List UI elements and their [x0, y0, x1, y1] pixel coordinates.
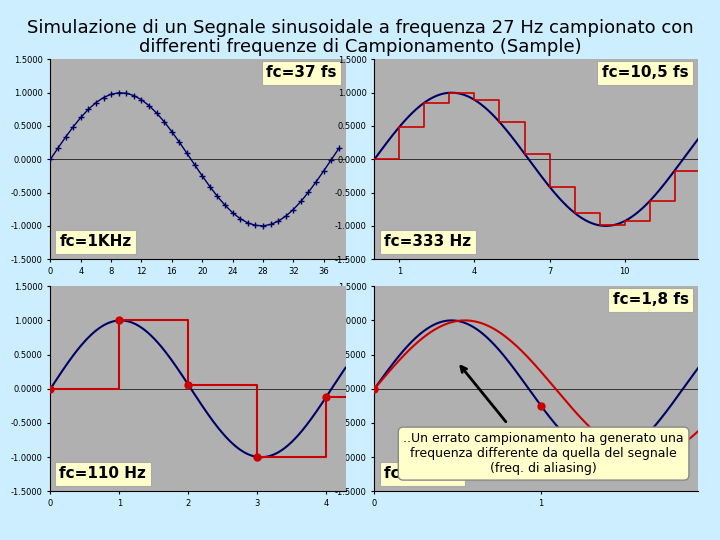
- Text: fc=1KHz: fc=1KHz: [59, 234, 132, 249]
- Text: differenti frequenze di Campionamento (Sample): differenti frequenze di Campionamento (S…: [139, 38, 581, 56]
- Text: Simulazione di un Segnale sinusoidale a frequenza 27 Hz campionato con: Simulazione di un Segnale sinusoidale a …: [27, 19, 693, 37]
- Text: ..Un errato campionamento ha generato una
frequenza differente da quella del seg: ..Un errato campionamento ha generato un…: [403, 432, 684, 475]
- Text: fc=37 fs: fc=37 fs: [266, 65, 337, 80]
- Text: fc=1,8 fs: fc=1,8 fs: [613, 292, 688, 307]
- Text: fc=333 Hz: fc=333 Hz: [384, 234, 472, 249]
- Text: fc=10,5 fs: fc=10,5 fs: [602, 65, 688, 80]
- Text: fc=110 Hz: fc=110 Hz: [59, 466, 146, 481]
- Text: fc=50 Hz: fc=50 Hz: [384, 466, 461, 481]
